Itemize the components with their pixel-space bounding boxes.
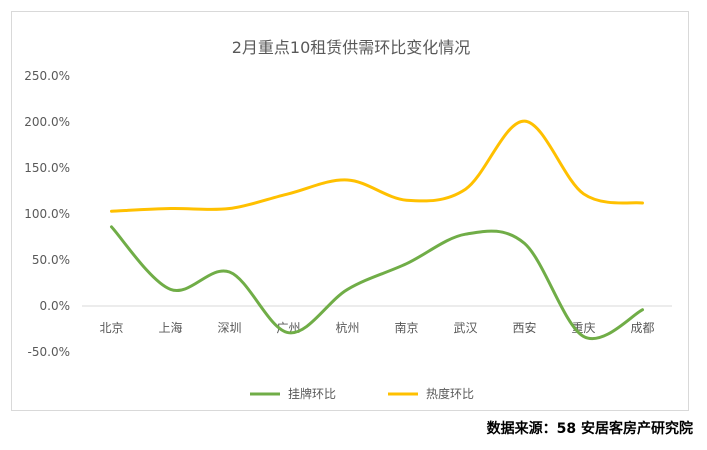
legend-label-1: 挂牌环比: [288, 387, 336, 401]
source-note: 数据来源：58 安居客房产研究院: [486, 421, 693, 437]
x-tick-label: 北京: [99, 321, 123, 335]
line-chart: 250.0% 200.0% 150.0% 100.0% 50.0% 0.0% -50.0% 北…: [24, 69, 672, 401]
chart-title: 2月重点10租赁供需环比变化情况: [231, 38, 471, 57]
x-tick-label: 成都: [630, 321, 654, 335]
legend-label-2: 热度环比: [426, 386, 474, 401]
y-tick-label: -50.0%: [28, 345, 70, 359]
x-tick-label: 武汉: [453, 321, 477, 335]
series-line-2: [110, 119, 644, 213]
y-tick-label: 100.0%: [24, 207, 70, 221]
x-tick-label: 上海: [158, 320, 182, 335]
y-tick-label: 200.0%: [24, 115, 70, 129]
y-tick-label: 250.0%: [24, 69, 70, 83]
y-tick-label: 0.0%: [40, 299, 71, 313]
chart-frame: 2月重点10租赁供需环比变化情况 250.0% 200.0% 150.0% 100.0…: [11, 11, 689, 411]
x-tick-label: 深圳: [217, 321, 241, 335]
y-tick-label: 150.0%: [24, 161, 70, 175]
y-tick-label: 50.0%: [32, 253, 70, 267]
x-tick-label: 杭州: [335, 320, 359, 335]
series-line-1: [110, 225, 644, 341]
x-tick-label: 南京: [394, 320, 418, 335]
x-tick-label: 西安: [512, 320, 536, 335]
